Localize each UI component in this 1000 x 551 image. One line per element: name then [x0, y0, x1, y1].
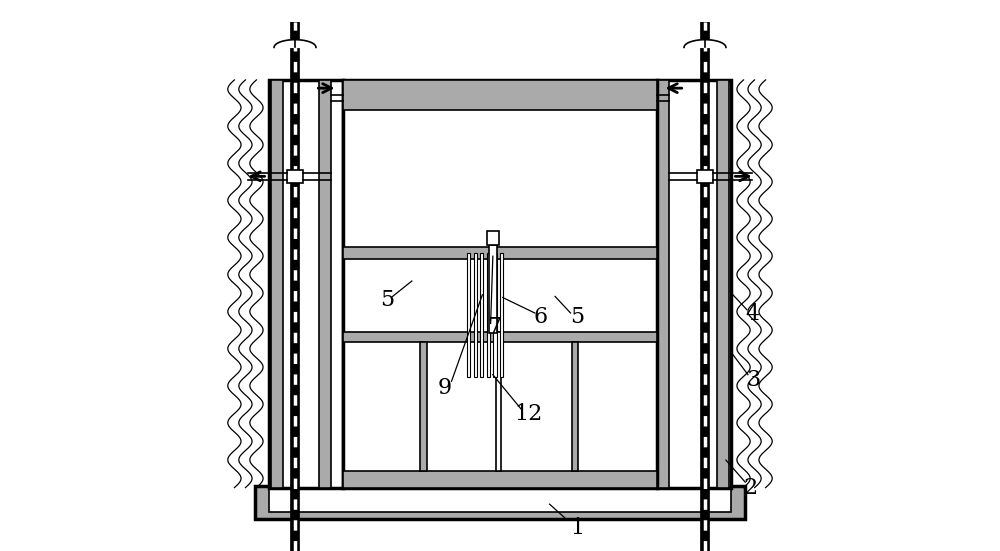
- Bar: [319, 80, 331, 488]
- Bar: [467, 253, 470, 377]
- Bar: [271, 80, 283, 488]
- Bar: [319, 80, 331, 488]
- Text: 5: 5: [380, 289, 394, 311]
- Bar: [420, 342, 427, 471]
- Bar: [657, 80, 669, 488]
- Bar: [480, 253, 483, 377]
- Bar: [493, 253, 497, 377]
- Bar: [496, 332, 501, 471]
- Bar: [474, 253, 477, 377]
- Bar: [572, 342, 578, 471]
- Bar: [343, 247, 657, 259]
- Bar: [657, 80, 731, 488]
- Text: 5: 5: [570, 306, 584, 328]
- Bar: [287, 170, 303, 183]
- Bar: [255, 486, 745, 519]
- Text: 2: 2: [744, 477, 758, 499]
- Bar: [269, 80, 343, 488]
- Bar: [717, 80, 729, 488]
- Text: 6: 6: [533, 306, 547, 328]
- Polygon shape: [274, 40, 316, 47]
- Text: 7: 7: [487, 316, 502, 338]
- Bar: [717, 80, 729, 488]
- Bar: [487, 231, 499, 245]
- Bar: [657, 80, 669, 488]
- Bar: [343, 471, 657, 488]
- Bar: [343, 332, 657, 342]
- Text: 9: 9: [438, 377, 452, 399]
- Bar: [697, 170, 713, 183]
- Bar: [489, 245, 497, 333]
- Bar: [500, 253, 503, 377]
- Bar: [271, 80, 283, 488]
- Polygon shape: [684, 40, 726, 47]
- Bar: [343, 80, 657, 110]
- Text: 1: 1: [570, 517, 584, 539]
- Bar: [487, 253, 490, 377]
- Bar: [269, 488, 731, 512]
- Text: 4: 4: [745, 303, 759, 325]
- Text: 3: 3: [746, 369, 761, 391]
- Text: 12: 12: [515, 403, 543, 425]
- Bar: [343, 80, 657, 488]
